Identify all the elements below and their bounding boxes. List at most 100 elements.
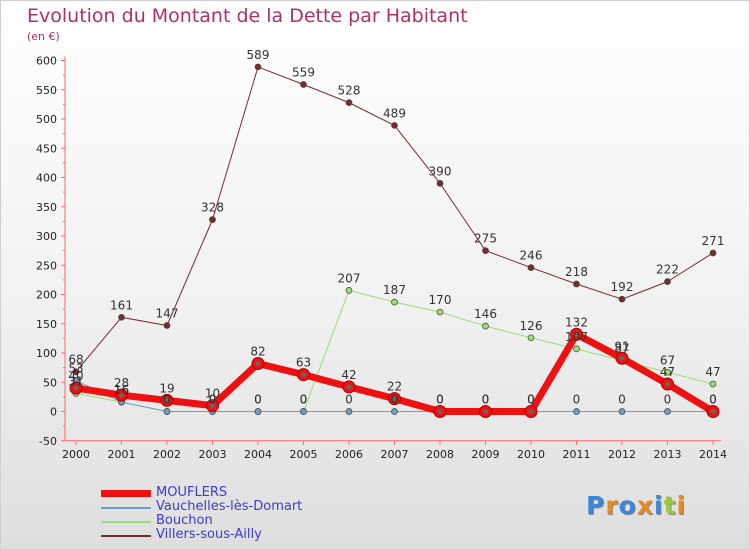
data-label-villers-sous-ailly: 489 [383,106,406,120]
data-label-villers-sous-ailly: 246 [520,249,543,263]
x-tick-label: 2005 [290,448,318,461]
data-point-bouchon [436,308,444,316]
legend-swatch-mouflers [101,490,151,497]
legend-item-bouchon: Bouchon [101,513,401,529]
data-label-vauchelles-les-domart: 0 [163,393,171,407]
data-label-bouchon: 187 [383,283,406,297]
data-label-vauchelles-les-domart: 0 [436,393,444,407]
data-label-bouchon: 67 [660,353,675,367]
y-tick-label: 350 [36,201,57,214]
y-tick-label: 0 [50,406,57,419]
data-label-mouflers: 0 [709,393,717,407]
logo-letter: x [636,491,654,520]
data-label-bouchon: 87 [614,342,629,356]
data-label-vauchelles-les-domart: 0 [254,393,262,407]
data-point-center-mouflers [574,331,579,337]
data-label-bouchon: 0 [163,393,171,407]
data-label-mouflers: 0 [527,393,535,407]
x-tick-label: 2001 [108,448,136,461]
x-tick-label: 2006 [335,448,363,461]
data-label-bouchon: 0 [300,393,308,407]
data-point-villers-sous-ailly [527,264,535,271]
data-point-center-mouflers [346,384,352,390]
data-label-vauchelles-les-domart: 0 [573,393,581,407]
x-tick-label: 2013 [654,448,682,461]
x-tick-label: 2004 [244,448,272,461]
data-point-center-mouflers [73,385,79,391]
data-label-mouflers: 42 [341,368,356,382]
legend-swatch-vauchelles [101,507,151,509]
y-tick-label: 500 [36,113,57,126]
data-label-bouchon: 107 [565,330,588,344]
y-tick-label: 300 [36,230,57,243]
x-tick-label: 2002 [153,448,181,461]
proxiti-logo: Proxiti [586,491,686,520]
logo-letter: o [618,491,637,520]
data-label-mouflers: 91 [614,339,629,353]
series-lines [69,63,720,418]
legend-label-vauchelles: Vauchelles-lès-Domart [156,499,303,514]
data-point-villers-sous-ailly [72,368,80,376]
data-point-villers-sous-ailly [482,247,489,254]
data-label-vauchelles-les-domart: 0 [618,393,626,407]
x-tick-label: 2008 [426,448,454,461]
data-point-vauchelles-les-domart [345,408,353,415]
data-label-villers-sous-ailly: 328 [201,201,224,215]
data-label-mouflers: 0 [436,393,444,407]
x-tick-label: 2011 [563,448,591,461]
data-labels: 6816114732858955952848939027524621819222… [68,48,724,407]
legend-swatch-bouchon [101,521,151,523]
data-point-vauchelles-les-domart [618,408,626,415]
data-label-villers-sous-ailly: 271 [702,234,725,248]
legend-swatch-villers [101,535,151,537]
data-label-villers-sous-ailly: 275 [474,232,497,246]
data-label-villers-sous-ailly: 68 [68,353,83,367]
data-label-mouflers: 19 [159,381,174,395]
data-label-villers-sous-ailly: 147 [156,307,179,321]
data-label-mouflers: 0 [482,393,490,407]
chart-title: Evolution du Montant de la Dette par Hab… [27,5,468,27]
x-tick-label: 2003 [199,448,227,461]
legend-item-mouflers: MOUFLERS [101,485,401,501]
data-label-bouchon: 207 [338,271,361,285]
logo-letter: t [663,491,677,520]
data-point-bouchon [482,322,489,330]
data-label-villers-sous-ailly: 222 [656,263,679,277]
y-tick-label: 100 [36,347,57,360]
legend-label-bouchon: Bouchon [156,513,213,528]
data-point-bouchon [391,298,398,306]
data-label-villers-sous-ailly: 218 [565,265,588,279]
data-label-mouflers: 10 [205,387,220,401]
data-point-vauchelles-les-domart [664,408,671,415]
data-point-villers-sous-ailly [618,295,626,303]
data-label-villers-sous-ailly: 390 [429,164,452,178]
data-point-villers-sous-ailly [163,322,171,329]
data-point-bouchon [345,287,353,294]
y-tick-label: -50 [39,435,57,448]
data-label-mouflers: 47 [660,365,675,379]
data-point-vauchelles-les-domart [573,408,580,415]
logo-letter: i [654,491,664,520]
y-tick-label: 450 [36,142,57,155]
data-point-bouchon [527,334,535,342]
logo-letter: r [605,491,619,520]
data-point-villers-sous-ailly [300,81,307,88]
x-tick-label: 2014 [699,448,727,461]
data-point-villers-sous-ailly [345,99,353,106]
legend: MOUFLERS Vauchelles-lès-Domart Bouchon V… [101,485,401,543]
x-tick-label: 2007 [381,448,409,461]
data-label-mouflers: 28 [114,376,129,390]
data-label-mouflers: 40 [68,369,83,383]
data-label-bouchon: 31 [68,374,83,388]
data-label-mouflers: 22 [387,380,402,394]
data-label-bouchon: 47 [705,365,720,379]
data-point-vauchelles-les-domart [254,408,262,415]
data-label-vauchelles-les-domart: 0 [300,393,308,407]
y-tick-label: 400 [36,172,57,185]
data-point-center-mouflers [255,361,261,367]
y-tick-label: 250 [36,259,57,272]
data-point-villers-sous-ailly [664,278,671,285]
x-tick-label: 2012 [608,448,636,461]
